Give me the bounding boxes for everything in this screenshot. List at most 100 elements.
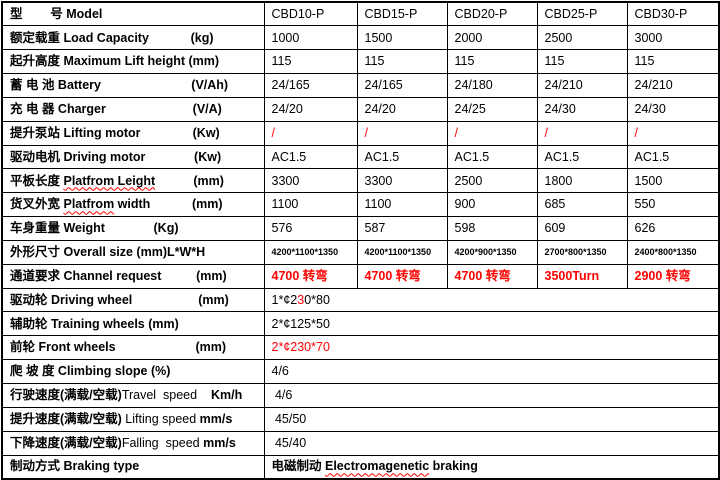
cell-text: 2500 [454,173,483,188]
text-part: 2*¢125*50 [271,316,330,331]
text-part: Km/h [210,388,243,403]
row-travel-speed: 行驶速度(满载/空载)Travel speed Km/h 4/6 [1,383,720,408]
label-model: 型 号 Model [1,1,265,27]
text-part: 辅助轮 Training wheels (mm) [10,316,179,331]
text-part: 爬 坡 度 Climbing slope (%) [10,364,171,379]
cell-text: 115 [634,54,655,69]
value-lifting-motor-col2: / [356,120,448,146]
value-lift-height-col1: 115 [263,49,358,75]
value-model-col5: CBD30-P [626,1,720,27]
text-part: 下降速度(满载/空载) [10,435,122,450]
row-platform-length: 平板长度 Platfrom Leight (mm) 3300 3300 2500 180… [1,168,720,194]
text-part: 型 号 Model [10,6,103,21]
cell-text: 3000 [634,30,663,45]
cell-text: 2900 转弯 [634,268,691,283]
value-charger-col5: 24/30 [626,96,720,122]
text-part: 起升高度 Maximum Lift height (mm) [10,54,220,69]
text-part: Platfrom [63,197,115,212]
cell-text: CBD25-P [544,6,598,21]
cell-text: 24/25 [454,102,486,117]
cell-text: 4200*900*1350 [454,246,517,257]
cell-text: 900 [454,197,476,212]
value-platform-length-col5: 1500 [626,168,720,194]
label-overall-size: 外形尺寸 Overall size (mm)L*W*H [1,239,265,265]
cell-text: CBD15-P [364,6,418,21]
label-lifting-motor: 提升泵站 Lifting motor (Kw) [1,120,265,146]
cell-text: 1500 [634,173,663,188]
value-platform-width-col3: 900 [446,192,538,218]
text-part: 驱动轮 Driving wheel (mm) [10,292,229,307]
value-charger-col4: 24/30 [536,96,628,122]
value-platform-width-col2: 1100 [356,192,448,218]
cell-text: 587 [364,221,386,236]
cell-text: 2400*800*1350 [634,246,697,257]
cell-text: 4200*1100*1350 [271,246,339,257]
text-part: 4/6 [271,388,293,403]
value-lifting-motor-col3: / [446,120,538,146]
cell-text: 2700*800*1350 [544,246,607,257]
text-part: 4/6 [271,364,289,379]
cell-text: 1100 [271,197,299,212]
value-channel-request-col3: 4700 转弯 [446,263,538,289]
label-battery: 蓄 电 池 Battery (V/Ah) [1,73,265,98]
value-charger-col1: 24/20 [263,96,358,122]
text-part: 行驶速度(满载/空载) [10,388,122,403]
value-lift-height-col4: 115 [536,49,628,75]
text-part: 0*80 [304,292,330,307]
row-lift-height: 起升高度 Maximum Lift height (mm) 115 115 115 11… [1,49,720,75]
value-platform-length-col4: 1800 [536,168,628,194]
value-driving-motor-col2: AC1.5 [356,144,448,170]
cell-text: 2500 [544,30,573,45]
value-platform-length-col2: 3300 [356,168,448,194]
label-charger: 充 电 器 Charger (V/A) [1,96,265,122]
value-load-capacity-col3: 2000 [446,25,538,51]
row-lifting-motor: 提升泵站 Lifting motor (Kw) / / / / / [1,120,720,146]
text-part: Lifting speed [121,412,200,427]
cell-text: 1100 [364,197,392,212]
value-model-col1: CBD10-P [263,1,358,27]
cell-text: / [634,125,638,140]
cell-text: 3300 [364,173,393,188]
cell-text: AC1.5 [364,149,400,164]
value-driving-motor-col1: AC1.5 [263,144,358,170]
value-battery-col2: 24/165 [356,73,448,98]
value-load-capacity-col1: 1000 [263,25,358,51]
value-climbing-slope: 4/6 [263,359,720,384]
value-charger-col3: 24/25 [446,96,538,122]
row-braking-type: 制动方式 Braking type 电磁制动 Electromagenetic b… [1,454,720,480]
text-part: mm/s [203,435,236,450]
value-model-col2: CBD15-P [356,1,448,27]
text-part: 电磁制动 [271,459,325,474]
label-travel-speed: 行驶速度(满载/空载)Travel speed Km/h [1,383,265,408]
text-part: 驱动电机 Driving motor (Kw) [10,149,222,164]
text-part: 外形尺寸 Overall size (mm)L*W*H [10,245,206,260]
text-part: 货叉外宽 [10,197,64,212]
text-part: 平板长度 [10,173,64,188]
value-braking-type: 电磁制动 Electromagenetic braking [263,454,720,480]
text-part: Falling speed [121,435,204,450]
cell-text: 115 [271,54,292,69]
value-battery-col4: 24/210 [536,73,628,98]
label-falling-speed: 下降速度(满载/空载)Falling speed mm/s [1,430,265,456]
cell-text: 24/165 [271,78,310,93]
value-lift-height-col3: 115 [446,49,538,75]
text-part: 充 电 器 Charger (V/A) [10,102,222,117]
cell-text: CBD20-P [454,6,508,21]
value-overall-size-col1: 4200*1100*1350 [263,239,358,265]
text-part: 额定载重 Load Capacity (kg) [10,30,214,45]
value-load-capacity-col2: 1500 [356,25,448,51]
row-weight: 车身重量 Weight (Kg) 576 587 598 609 626 [1,216,720,241]
cell-text: 626 [634,221,656,236]
value-travel-speed: 4/6 [263,383,720,408]
text-part: width [114,197,151,212]
text-part: 45/50 [271,412,307,427]
row-model: 型 号 Model CBD10-P CBD15-P CBD20-P CBD25-P CBD… [1,1,720,27]
value-platform-width-col5: 550 [626,192,720,218]
cell-text: 24/165 [364,78,403,93]
value-driving-motor-col4: AC1.5 [536,144,628,170]
cell-text: 24/20 [271,102,303,117]
row-load-capacity: 额定载重 Load Capacity (kg) 1000 1500 2000 2500 3… [1,25,720,51]
cell-text: 24/30 [634,102,666,117]
